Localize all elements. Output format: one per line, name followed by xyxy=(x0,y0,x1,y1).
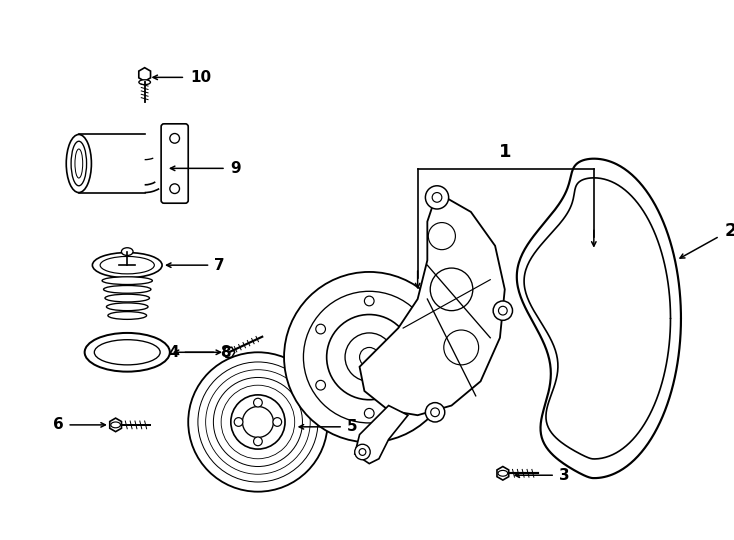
Ellipse shape xyxy=(498,470,508,476)
Circle shape xyxy=(188,352,327,492)
Circle shape xyxy=(316,324,325,334)
Circle shape xyxy=(431,408,440,417)
Ellipse shape xyxy=(71,141,87,186)
Circle shape xyxy=(273,417,282,427)
Circle shape xyxy=(364,296,374,306)
Text: 9: 9 xyxy=(230,161,241,176)
Polygon shape xyxy=(355,406,408,464)
Circle shape xyxy=(221,385,295,459)
Circle shape xyxy=(198,362,318,482)
Text: 8: 8 xyxy=(220,345,230,360)
Circle shape xyxy=(316,380,325,390)
Circle shape xyxy=(359,449,366,455)
Polygon shape xyxy=(360,193,505,415)
Ellipse shape xyxy=(93,339,161,366)
Text: 6: 6 xyxy=(53,417,63,433)
Ellipse shape xyxy=(105,294,150,302)
Circle shape xyxy=(355,444,370,460)
Circle shape xyxy=(360,347,379,367)
Ellipse shape xyxy=(103,286,151,293)
Ellipse shape xyxy=(84,333,170,372)
Text: 1: 1 xyxy=(498,143,511,161)
Circle shape xyxy=(284,272,454,442)
Circle shape xyxy=(426,186,448,209)
Circle shape xyxy=(242,407,273,437)
Circle shape xyxy=(413,380,423,390)
Circle shape xyxy=(253,437,262,445)
Circle shape xyxy=(430,268,473,310)
Text: 7: 7 xyxy=(214,258,225,273)
Text: 5: 5 xyxy=(347,420,357,434)
Text: 2: 2 xyxy=(724,222,734,240)
Circle shape xyxy=(498,306,507,315)
Ellipse shape xyxy=(66,134,92,193)
Ellipse shape xyxy=(106,303,148,310)
Circle shape xyxy=(170,133,180,143)
Circle shape xyxy=(429,222,455,249)
Ellipse shape xyxy=(139,80,150,85)
Ellipse shape xyxy=(121,248,133,255)
Circle shape xyxy=(444,330,479,365)
Circle shape xyxy=(413,324,423,334)
Ellipse shape xyxy=(92,253,162,278)
Ellipse shape xyxy=(100,256,154,274)
Circle shape xyxy=(426,403,445,422)
Text: 10: 10 xyxy=(190,70,211,85)
Ellipse shape xyxy=(75,149,83,178)
Ellipse shape xyxy=(95,340,160,365)
Ellipse shape xyxy=(108,312,147,319)
Circle shape xyxy=(364,408,374,418)
Text: 4: 4 xyxy=(168,345,178,360)
Circle shape xyxy=(345,333,393,381)
Ellipse shape xyxy=(102,277,153,285)
Circle shape xyxy=(230,395,285,449)
Circle shape xyxy=(206,370,310,474)
Circle shape xyxy=(253,399,262,407)
Circle shape xyxy=(170,184,180,193)
Circle shape xyxy=(432,193,442,202)
Circle shape xyxy=(214,377,302,467)
Text: 3: 3 xyxy=(559,468,570,483)
Circle shape xyxy=(234,417,243,427)
Ellipse shape xyxy=(111,422,120,428)
Circle shape xyxy=(493,301,512,320)
Circle shape xyxy=(303,291,435,423)
Circle shape xyxy=(327,314,412,400)
FancyBboxPatch shape xyxy=(161,124,188,203)
